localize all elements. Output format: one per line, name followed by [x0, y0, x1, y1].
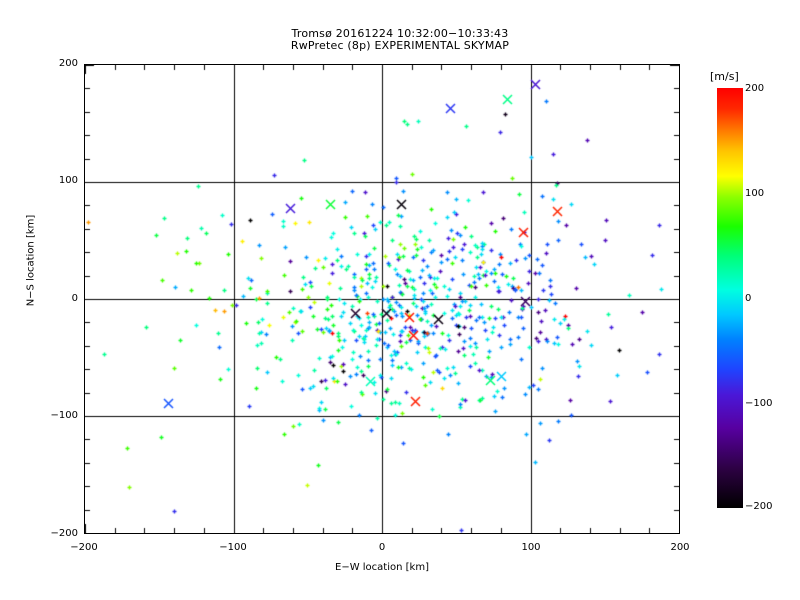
y-tick-200: 200 — [58, 58, 78, 69]
y-tick-0: 0 — [71, 293, 78, 304]
colorbar-tick-neg100: −100 — [745, 398, 773, 409]
x-tick-neg100: −100 — [219, 542, 247, 553]
y-axis-title: N−S location [km] — [25, 214, 37, 307]
colorbar-tick-200: 200 — [745, 83, 765, 94]
scatter-canvas — [85, 65, 679, 533]
x-tick-200: 200 — [670, 542, 690, 553]
x-axis-title: E−W location [km] — [335, 562, 429, 573]
colorbar-gradient — [717, 88, 743, 508]
colorbar-unit-label: [m/s] — [710, 70, 739, 83]
y-tick-neg100: −100 — [50, 410, 78, 421]
x-tick-100: 100 — [521, 542, 541, 553]
figure-title-line1: Tromsø 20161224 10:32:00−10:33:43 — [291, 27, 509, 40]
y-tick-neg200: −200 — [50, 528, 78, 539]
figure-subtitle-line2: RwPretec (8p) EXPERIMENTAL SKYMAP — [290, 39, 510, 52]
colorbar: 200 100 0 −100 −200 — [717, 83, 772, 512]
x-tick-0: 0 — [378, 542, 386, 553]
colorbar-tick-0: 0 — [745, 293, 752, 304]
plot-area — [84, 64, 680, 534]
colorbar-tick-neg200: −200 — [745, 501, 773, 512]
y-tick-100: 100 — [58, 175, 78, 186]
colorbar-tick-100: 100 — [745, 188, 765, 199]
x-tick-neg200: −200 — [70, 542, 98, 553]
